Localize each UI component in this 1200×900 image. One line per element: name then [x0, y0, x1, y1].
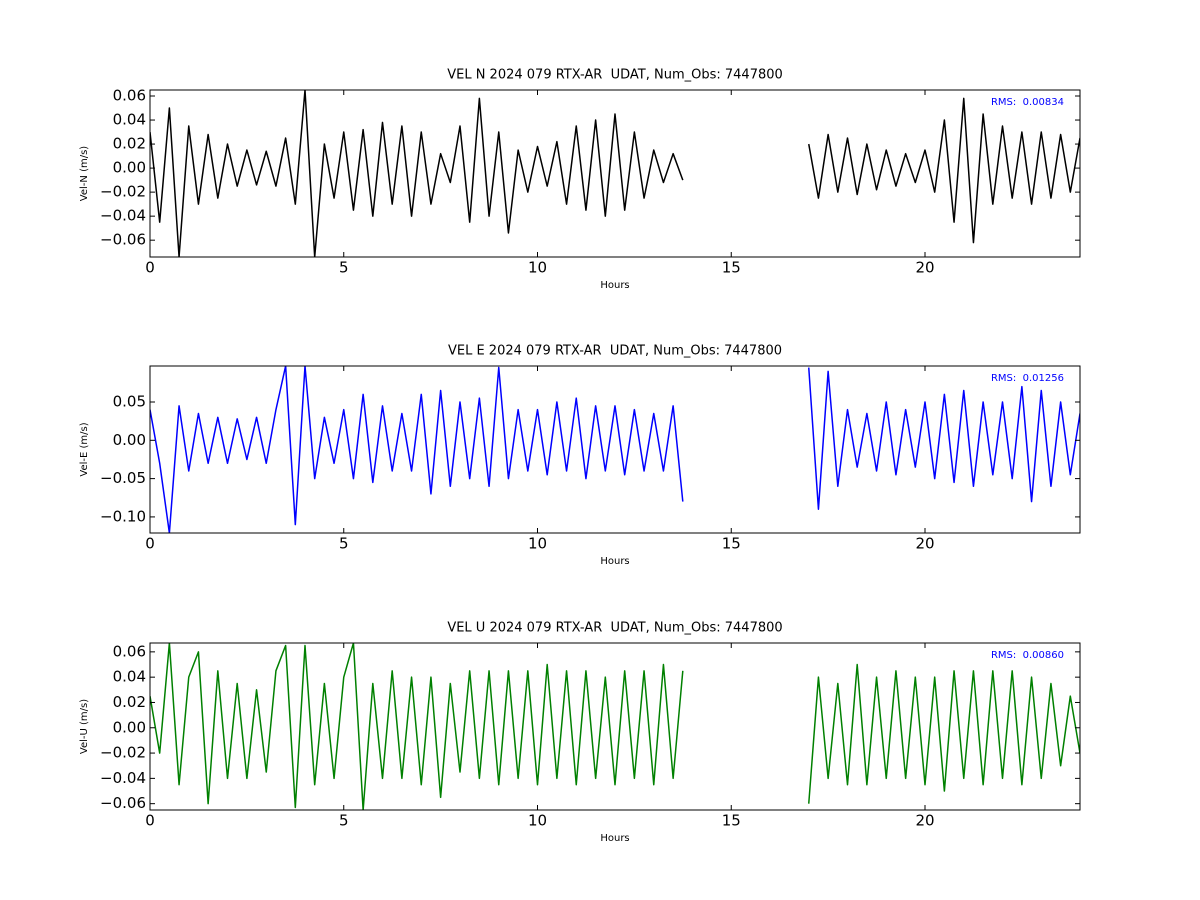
y-tick-label: 0.06 — [113, 87, 146, 105]
data-line — [150, 90, 1080, 257]
panel-title: VEL E 2024 079 RTX-AR UDAT, Num_Obs: 744… — [448, 344, 782, 359]
y-tick-label: −0.02 — [100, 744, 146, 762]
y-tick-label: −0.06 — [100, 231, 146, 249]
y-axis-label: Vel-U (m/s) — [79, 699, 90, 754]
y-tick-label: −0.04 — [100, 769, 146, 787]
x-tick-label: 15 — [722, 259, 741, 277]
data-line — [150, 643, 1080, 810]
panel-title: VEL U 2024 079 RTX-AR UDAT, Num_Obs: 744… — [447, 621, 782, 636]
rms-annotation: RMS: 0.00860 — [991, 650, 1064, 661]
y-tick-label: −0.06 — [100, 794, 146, 812]
x-tick-label: 5 — [339, 259, 349, 277]
y-tick-label: −0.04 — [100, 207, 146, 225]
x-axis-label: Hours — [600, 556, 629, 567]
x-tick-label: 10 — [528, 812, 547, 830]
y-tick-label: 0.00 — [113, 431, 146, 449]
x-tick-label: 0 — [145, 259, 155, 277]
y-tick-label: 0.04 — [113, 111, 146, 129]
x-axis-label: Hours — [600, 280, 629, 291]
y-tick-label: 0.02 — [113, 693, 146, 711]
y-axis-label: Vel-N (m/s) — [79, 146, 90, 201]
x-tick-label: 15 — [722, 535, 741, 553]
x-tick-label: 5 — [339, 812, 349, 830]
y-tick-label: 0.02 — [113, 135, 146, 153]
x-axis-label: Hours — [600, 833, 629, 844]
y-axis-label: Vel-E (m/s) — [79, 422, 90, 476]
x-tick-label: 15 — [722, 812, 741, 830]
y-tick-label: 0.00 — [113, 159, 146, 177]
rms-annotation: RMS: 0.00834 — [991, 97, 1064, 108]
x-tick-label: 10 — [528, 535, 547, 553]
panel-title: VEL N 2024 079 RTX-AR UDAT, Num_Obs: 744… — [447, 68, 783, 83]
y-tick-label: −0.05 — [100, 469, 146, 487]
y-tick-label: −0.02 — [100, 183, 146, 201]
y-tick-label: 0.06 — [113, 642, 146, 660]
x-tick-label: 20 — [915, 812, 934, 830]
x-tick-label: 20 — [915, 535, 934, 553]
y-tick-label: 0.00 — [113, 718, 146, 736]
x-tick-label: 20 — [915, 259, 934, 277]
data-line — [150, 366, 1080, 533]
x-tick-label: 5 — [339, 535, 349, 553]
axes-frame — [149, 89, 1081, 258]
axes-frame — [149, 365, 1081, 534]
x-tick-label: 10 — [528, 259, 547, 277]
rms-annotation: RMS: 0.01256 — [991, 373, 1064, 384]
y-tick-label: 0.05 — [113, 393, 146, 411]
y-tick-label: −0.10 — [100, 507, 146, 525]
y-tick-label: 0.04 — [113, 668, 146, 686]
axes-frame — [149, 642, 1081, 811]
x-tick-label: 0 — [145, 535, 155, 553]
x-tick-label: 0 — [145, 812, 155, 830]
